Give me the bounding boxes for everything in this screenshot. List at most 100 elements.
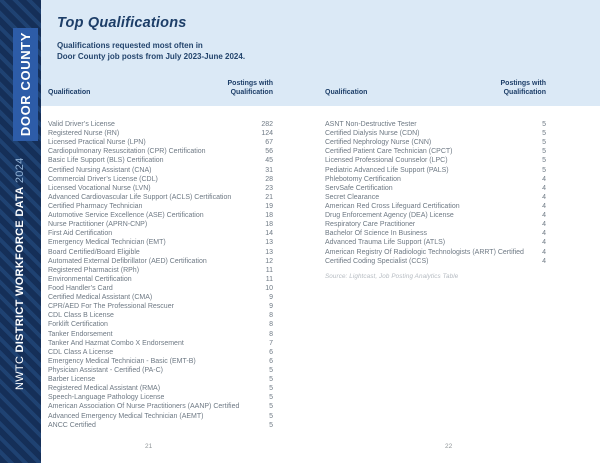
qualifications-list-left: Valid Driver’s License 282 Registered Nurs… — [48, 120, 273, 430]
table-row: First Aid Certification 14 — [48, 229, 273, 238]
qualification-label: Food Handler’s Card — [48, 284, 113, 292]
table-row: Advanced Emergency Medical Technician (A… — [48, 412, 273, 421]
table-row: Environmental Certification 11 — [48, 275, 273, 284]
qualification-label: Automated External Defibrillator (AED) C… — [48, 257, 207, 265]
table-row: Registered Medical Assistant (RMA) 5 — [48, 384, 273, 393]
qualification-label: Advanced Trauma Life Support (ATLS) — [325, 239, 446, 247]
postings-count: 12 — [265, 257, 273, 265]
postings-count: 13 — [265, 248, 273, 256]
qualification-label: Tanker Endorsement — [48, 330, 113, 338]
postings-count: 5 — [269, 394, 273, 402]
table-row: Barber License 5 — [48, 375, 273, 384]
qualification-label: Certified Nursing Assistant (CNA) — [48, 166, 152, 174]
source-note: Source: Lightcast, Job Posting Analytics… — [325, 273, 459, 280]
sidebar: DOOR COUNTY NWTC DISTRICT WORKFORCE DATA… — [0, 0, 41, 463]
postings-count: 8 — [269, 330, 273, 338]
postings-count: 18 — [265, 221, 273, 229]
table-row: Certified Patient Care Technician (CPCT)… — [325, 147, 546, 156]
postings-count: 5 — [269, 403, 273, 411]
postings-count: 23 — [265, 184, 273, 192]
table-row: Advanced Cardiovascular Life Support (AC… — [48, 193, 273, 202]
postings-count: 8 — [269, 321, 273, 329]
qualification-label: Environmental Certification — [48, 275, 132, 283]
county-badge-label: DOOR COUNTY — [18, 32, 33, 137]
qualification-label: Physician Assistant - Certified (PA-C) — [48, 366, 164, 374]
table-row: Certified Medical Assistant (CMA) 9 — [48, 293, 273, 302]
sidebar-report-title: NWTC DISTRICT WORKFORCE DATA 2024 — [9, 157, 31, 390]
qualification-label: Pediatric Advanced Life Support (PALS) — [325, 166, 449, 174]
table-row: Speech-Language Pathology License 5 — [48, 393, 273, 402]
postings-count: 4 — [542, 175, 546, 183]
qualification-label: ANCC Certified — [48, 421, 96, 429]
page-subtitle: Qualifications requested most often in D… — [57, 41, 245, 62]
table-row: CPR/AED For The Professional Rescuer 9 — [48, 302, 273, 311]
table-row: Registered Nurse (RN) 124 — [48, 129, 273, 138]
qualification-label: Board Certified/Board Eligible — [48, 248, 140, 256]
qualification-label: Registered Pharmacist (RPh) — [48, 266, 140, 274]
header-band — [41, 0, 600, 106]
postings-count: 45 — [265, 157, 273, 165]
postings-count: 21 — [265, 193, 273, 201]
qualification-label: Cardiopulmonary Resuscitation (CPR) Cert… — [48, 148, 206, 156]
page-number-right: 22 — [445, 443, 453, 450]
postings-count: 5 — [542, 166, 546, 174]
table-row: Drug Enforcement Agency (DEA) License 4 — [325, 211, 546, 220]
qualification-label: Registered Nurse (RN) — [48, 130, 120, 138]
table-row: Automotive Service Excellence (ASE) Cert… — [48, 211, 273, 220]
qualification-label: Forklift Certification — [48, 321, 108, 329]
postings-count: 5 — [542, 139, 546, 147]
postings-count: 28 — [265, 175, 273, 183]
qualification-label: Certified Nephrology Nurse (CNN) — [325, 139, 432, 147]
table-row: Pediatric Advanced Life Support (PALS) 5 — [325, 166, 546, 175]
subtitle-line-2: Door County job posts from July 2023-Jun… — [57, 51, 246, 61]
table-row: Licensed Vocational Nurse (LVN) 23 — [48, 184, 273, 193]
qualification-label: Basic Life Support (BLS) Certification — [48, 157, 164, 165]
qualification-label: Drug Enforcement Agency (DEA) License — [325, 212, 454, 220]
table-row: ASNT Non-Destructive Tester 5 — [325, 120, 546, 129]
report-name: DISTRICT WORKFORCE DATA — [14, 186, 26, 353]
qualification-label: Secret Clearance — [325, 193, 380, 201]
table-row: Certified Pharmacy Technician 19 — [48, 202, 273, 211]
table-row: American Registry Of Radiologic Technolo… — [325, 248, 546, 257]
qualification-label: Advanced Cardiovascular Life Support (AC… — [48, 193, 232, 201]
postings-count: 8 — [269, 312, 273, 320]
postings-count: 9 — [269, 303, 273, 311]
qualification-label: Certified Pharmacy Technician — [48, 202, 143, 210]
column-header-qualification-left: Qualification — [48, 89, 91, 96]
qualification-label: American Registry Of Radiologic Technolo… — [325, 248, 524, 256]
postings-count: 9 — [269, 294, 273, 302]
qualification-label: CDL Class B License — [48, 312, 114, 320]
table-row: Emergency Medical Technician - Basic (EM… — [48, 357, 273, 366]
qualification-label: Bachelor Of Science In Business — [325, 230, 427, 238]
postings-count: 10 — [265, 284, 273, 292]
postings-count: 5 — [269, 366, 273, 374]
page-title: Top Qualifications — [57, 15, 187, 31]
qualification-label: Nurse Practitioner (APRN-CNP) — [48, 221, 148, 229]
qualification-label: Certified Dialysis Nurse (CDN) — [325, 130, 420, 138]
table-row: ServSafe Certification 4 — [325, 184, 546, 193]
table-row: Automated External Defibrillator (AED) C… — [48, 257, 273, 266]
postings-count: 4 — [542, 193, 546, 201]
table-row: Respiratory Care Practitioner 4 — [325, 220, 546, 229]
table-row: Certified Nursing Assistant (CNA) 31 — [48, 166, 273, 175]
postings-count: 7 — [269, 339, 273, 347]
table-row: Registered Pharmacist (RPh) 11 — [48, 266, 273, 275]
qualifications-list-right: ASNT Non-Destructive Tester 5 Certified Di… — [325, 120, 546, 266]
subtitle-line-1: Qualifications requested most often in — [57, 41, 203, 50]
qualification-label: Licensed Vocational Nurse (LVN) — [48, 184, 151, 192]
table-row: Tanker And Hazmat Combo X Endorsement 7 — [48, 339, 273, 348]
qualification-label: American Association Of Nurse Practition… — [48, 403, 240, 411]
qualification-label: Tanker And Hazmat Combo X Endorsement — [48, 339, 184, 347]
postings-count: 4 — [542, 248, 546, 256]
table-row: Licensed Practical Nurse (LPN) 67 — [48, 138, 273, 147]
qualification-label: Registered Medical Assistant (RMA) — [48, 385, 161, 393]
qualification-label: Automotive Service Excellence (ASE) Cert… — [48, 212, 204, 220]
postings-count: 5 — [269, 421, 273, 429]
table-row: Licensed Professional Counselor (LPC) 5 — [325, 156, 546, 165]
table-row: Advanced Trauma Life Support (ATLS) 4 — [325, 238, 546, 247]
qualification-label: Licensed Practical Nurse (LPN) — [48, 139, 146, 147]
postings-count: 124 — [261, 130, 273, 138]
postings-count: 19 — [265, 202, 273, 210]
qualification-label: First Aid Certification — [48, 230, 113, 238]
table-row: ANCC Certified 5 — [48, 421, 273, 430]
